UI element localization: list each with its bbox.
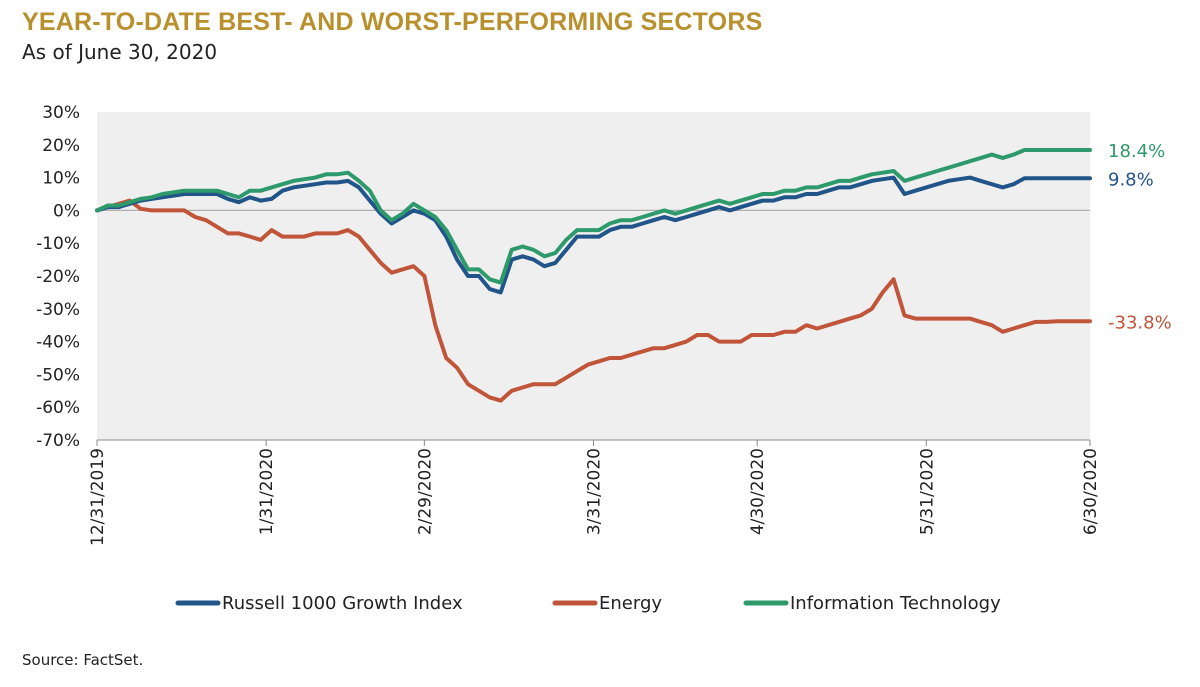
- x-tick-label: 3/31/2020: [585, 448, 605, 535]
- y-tick-label: 30%: [42, 103, 80, 123]
- legend: Russell 1000 Growth Index Energy Informati…: [175, 593, 1001, 614]
- legend-label-russell-1000-growth-index: Russell 1000 Growth Index: [222, 593, 463, 614]
- y-tick-label: -10%: [36, 234, 80, 254]
- source-note: Source: FactSet.: [22, 651, 144, 669]
- y-tick-label: -60%: [36, 398, 80, 418]
- series-line-information-technology: [95, 148, 1092, 285]
- x-tick-label: 2/29/2020: [415, 448, 435, 535]
- legend-label-energy: Energy: [599, 593, 662, 614]
- x-tick-label: 5/31/2020: [917, 448, 937, 535]
- series-line-russell-1000-growth-index: [95, 175, 1092, 295]
- end-label-energy: -33.8%: [1108, 312, 1172, 333]
- x-tick-label: 12/31/2019: [88, 448, 108, 546]
- y-tick-label: -30%: [36, 300, 80, 320]
- y-tick-label: -20%: [36, 267, 80, 287]
- x-axis: 12/31/2019 1/31/2020 2/29/2020 3/31/2020 4/3…: [88, 439, 1101, 546]
- y-tick-label: 10%: [42, 169, 80, 189]
- chart-subtitle: As of June 30, 2020: [22, 40, 218, 64]
- y-tick-label: -70%: [36, 431, 80, 451]
- end-label-information-technology: 18.4%: [1108, 141, 1165, 162]
- series-line-energy: [95, 198, 1092, 403]
- end-labels: 9.8% -33.8% 18.4%: [1108, 141, 1172, 333]
- y-tick-label: -40%: [36, 333, 80, 353]
- x-tick-label: 6/30/2020: [1081, 448, 1101, 535]
- x-tick-label: 1/31/2020: [257, 448, 277, 535]
- y-tick-label: 20%: [42, 136, 80, 156]
- y-axis: 30% 20% 10% 0% -10% -20% -30% -40% -50% -60% -70%: [36, 103, 1090, 451]
- legend-label-information-technology: Information Technology: [790, 593, 1001, 614]
- plot-area: [97, 112, 1090, 440]
- chart-title: YEAR-TO-DATE BEST- AND WORST-PERFORMING …: [22, 8, 763, 36]
- x-tick-label: 4/30/2020: [748, 448, 768, 535]
- series-lines: [95, 148, 1092, 403]
- y-tick-label: -50%: [36, 365, 80, 385]
- end-label-russell-1000-growth-index: 9.8%: [1108, 169, 1154, 190]
- y-tick-label: 0%: [53, 201, 80, 221]
